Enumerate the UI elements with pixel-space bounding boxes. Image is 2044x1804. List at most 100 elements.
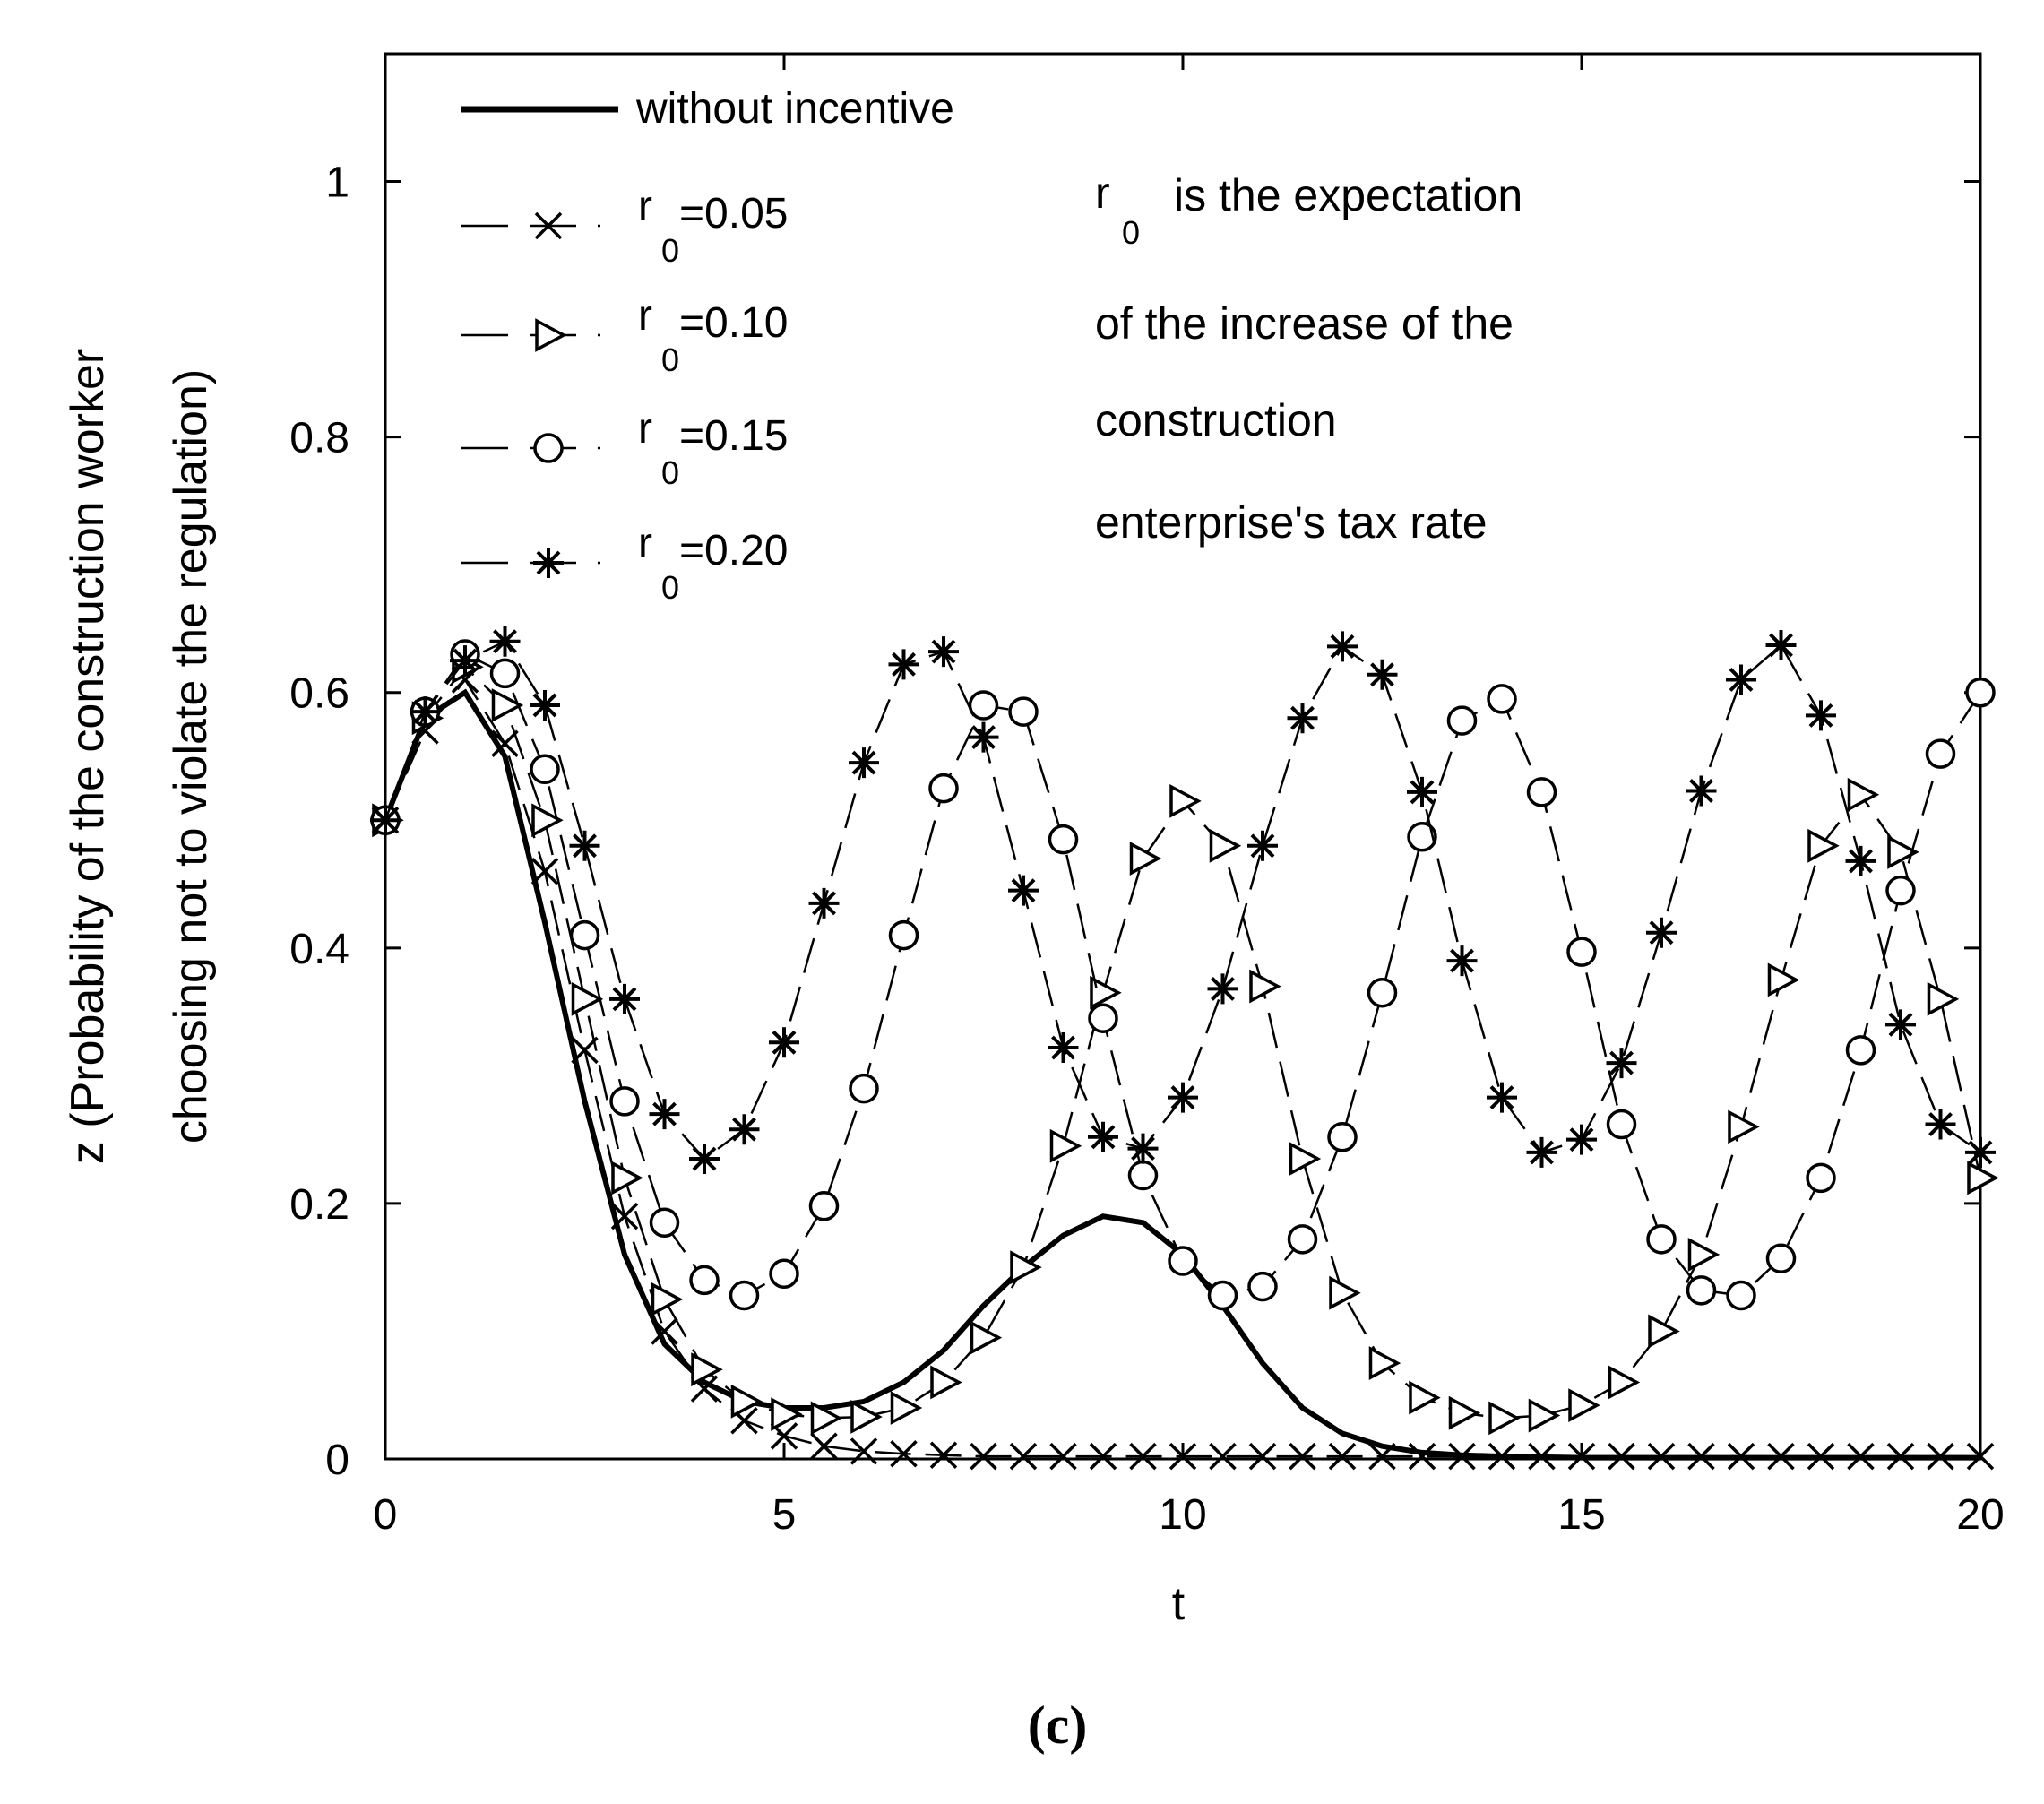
data-point-triangle-right <box>491 688 524 722</box>
y-tick-label: 0 <box>325 1437 349 1484</box>
data-point-x <box>1089 1442 1117 1471</box>
data-point-circle <box>1287 1224 1318 1255</box>
data-point-asterisk <box>450 645 480 677</box>
data-point-x <box>1368 1442 1396 1471</box>
data-point-x <box>850 1437 878 1465</box>
data-point-asterisk <box>1446 945 1478 977</box>
data-point-circle <box>928 773 959 804</box>
data-point-x <box>1767 1442 1795 1471</box>
data-point-circle <box>1168 1246 1198 1276</box>
y-tick-label: 0.6 <box>289 670 349 718</box>
data-point-triangle-right <box>1728 1109 1760 1144</box>
data-point-circle <box>808 1191 840 1221</box>
data-point-circle <box>1726 1280 1756 1311</box>
data-point-asterisk <box>1845 845 1876 876</box>
legend-label-value: =0.05 <box>679 190 788 237</box>
data-point-asterisk <box>1726 664 1756 695</box>
data-point-x <box>1488 1442 1516 1471</box>
data-point-x <box>1647 1442 1676 1471</box>
annotation-line1: is the expectation <box>1174 170 1522 220</box>
legend-label-value: =0.15 <box>679 412 788 460</box>
data-point-triangle-right <box>1648 1314 1680 1349</box>
data-point-triangle-right <box>691 1352 723 1387</box>
data-point-x <box>610 1202 639 1230</box>
data-point-circle <box>530 754 560 785</box>
data-point-x <box>1289 1442 1316 1471</box>
data-point-circle <box>1008 696 1039 727</box>
data-point-asterisk <box>1925 1109 1956 1140</box>
data-point-x <box>1886 1442 1915 1471</box>
data-point-x <box>929 1441 958 1469</box>
data-point-x <box>1209 1442 1237 1471</box>
data-point-asterisk <box>1168 1082 1198 1113</box>
annotation-line4: enterprise's tax rate <box>1095 497 1488 548</box>
data-point-x <box>1129 1442 1157 1471</box>
data-point-circle <box>888 919 919 951</box>
x-tick-labels: 0 5 10 15 20 <box>374 1491 2005 1539</box>
data-point-triangle-right <box>1608 1365 1641 1400</box>
data-point-asterisk <box>928 636 959 668</box>
data-point-x <box>1448 1442 1476 1471</box>
data-point-asterisk <box>1566 1124 1597 1155</box>
data-point-triangle-right <box>1289 1142 1322 1176</box>
data-point-triangle-right <box>890 1391 923 1425</box>
data-point-x <box>1687 1442 1715 1471</box>
data-point-triangle-right <box>611 1161 643 1195</box>
data-point-circle <box>769 1258 799 1290</box>
data-point-circle <box>1526 777 1557 807</box>
data-point-asterisk <box>1048 1032 1079 1063</box>
data-point-circle <box>1925 738 1956 769</box>
data-point-circle <box>1646 1224 1677 1255</box>
data-point-circle <box>1965 677 1996 708</box>
data-point-circle <box>849 1073 879 1104</box>
x-tick-label: 20 <box>1956 1491 2004 1539</box>
data-point-circle <box>569 919 600 951</box>
data-point-circle <box>1765 1243 1797 1273</box>
annotation-r: r <box>1095 168 1110 218</box>
annotation-line3: construction <box>1095 395 1337 445</box>
y-tick-labels: 0 0.2 0.4 0.6 0.8 1 <box>289 160 349 1484</box>
data-point-x <box>1727 1442 1755 1471</box>
y-tick-label: 0.4 <box>289 926 349 973</box>
y-tick-label: 0.8 <box>289 415 349 462</box>
data-point-triangle-right <box>1967 1161 1999 1195</box>
data-point-circle <box>1048 824 1079 855</box>
data-point-x <box>491 729 519 757</box>
data-point-triangle-right <box>1129 842 1162 876</box>
legend-entry: r0=0.10 <box>461 292 788 378</box>
data-point-asterisk <box>609 983 640 1014</box>
data-point-triangle-right <box>1927 981 1960 1016</box>
data-point-circle <box>968 690 999 721</box>
data-point-x <box>530 858 559 885</box>
y-axis-title-line2: choosing not to violate the regulation) <box>165 369 217 1144</box>
data-point-asterisk <box>808 887 840 919</box>
data-point-triangle-right <box>1448 1395 1481 1430</box>
data-point-triangle-right <box>1528 1398 1561 1433</box>
data-point-triangle-right <box>1488 1401 1521 1436</box>
data-point-triangle-right <box>1568 1388 1600 1423</box>
series-r0-0-05 <box>371 666 1995 1471</box>
data-point-x <box>1408 1442 1436 1471</box>
data-point-x <box>1847 1442 1875 1471</box>
data-point-asterisk <box>729 1114 760 1145</box>
data-point-triangle-right <box>1169 783 1202 818</box>
data-point-triangle-right <box>1249 969 1281 1004</box>
data-point-circle <box>649 1207 680 1239</box>
data-point-triangle-right <box>771 1397 803 1432</box>
y-tick-label: 0.2 <box>289 1181 349 1229</box>
data-point-triangle-right <box>531 803 564 838</box>
legend-marker-circle <box>533 433 564 463</box>
data-point-asterisk <box>1606 1048 1637 1079</box>
data-point-circle <box>1806 1162 1836 1194</box>
data-point-asterisk <box>569 830 600 861</box>
x-tick-label: 5 <box>772 1491 797 1539</box>
data-point-circle <box>489 658 521 689</box>
annotation-subscript: 0 <box>1122 214 1140 251</box>
data-point-circle <box>1487 684 1517 714</box>
data-point-asterisk <box>1327 631 1358 662</box>
data-point-asterisk <box>1686 775 1717 807</box>
data-point-asterisk <box>1207 973 1238 1005</box>
data-point-triangle-right <box>1409 1380 1441 1415</box>
data-point-x <box>1807 1442 1835 1471</box>
data-point-x <box>1608 1442 1635 1471</box>
